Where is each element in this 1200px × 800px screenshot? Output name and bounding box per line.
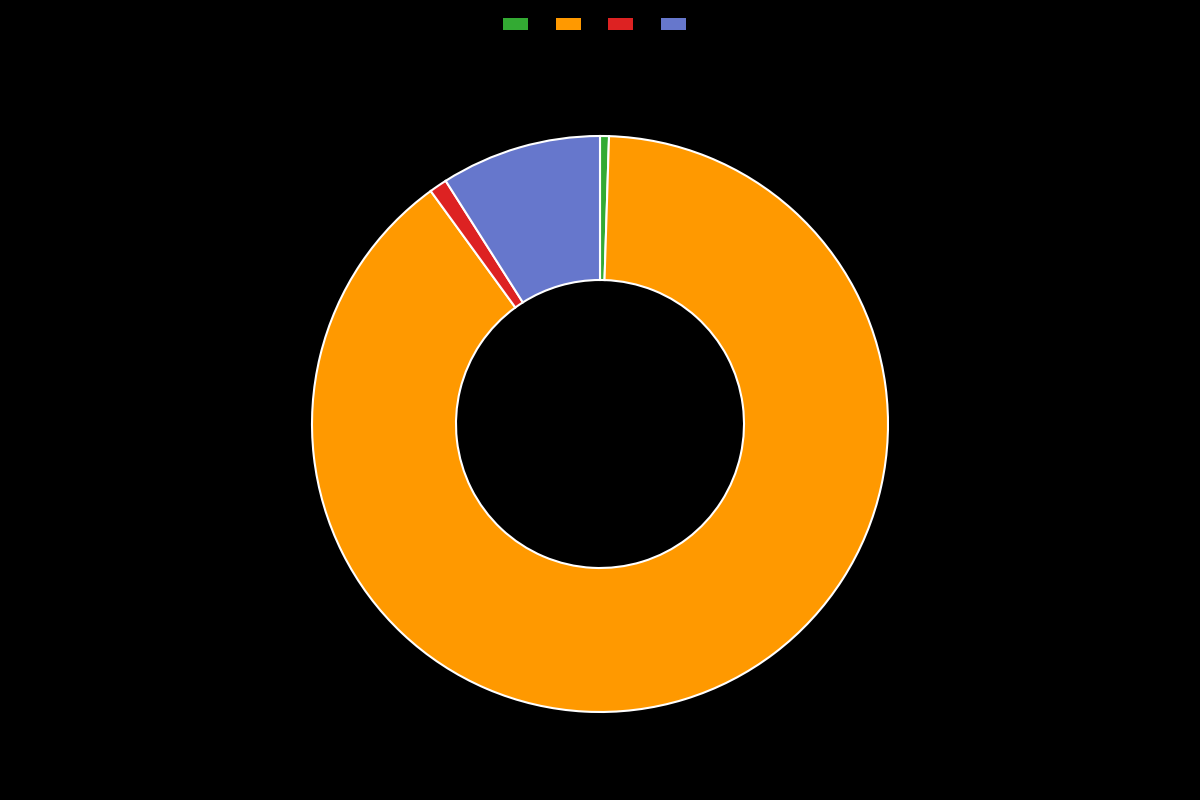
Wedge shape: [445, 136, 600, 302]
Legend: , , , : , , ,: [499, 14, 701, 36]
Wedge shape: [312, 136, 888, 712]
Wedge shape: [600, 136, 610, 280]
Wedge shape: [431, 181, 523, 307]
